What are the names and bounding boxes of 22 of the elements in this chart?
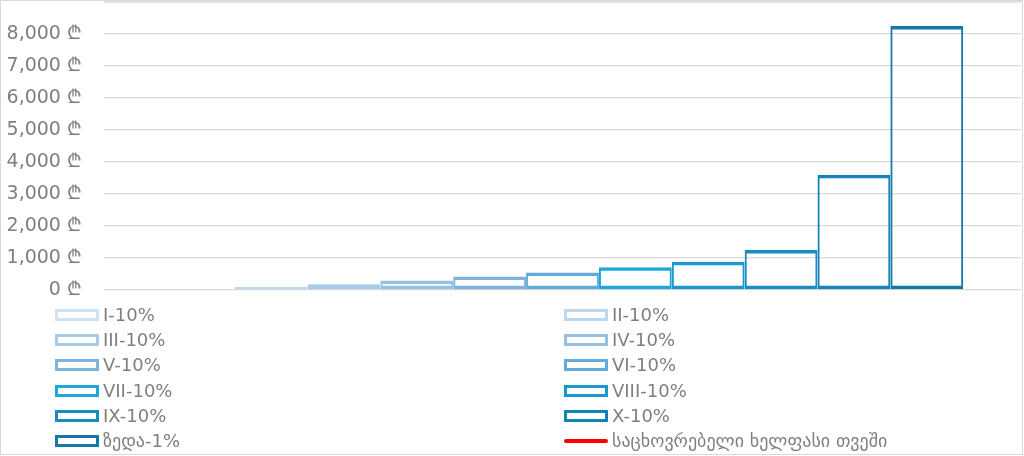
y-tick-label: 8,000 ₾ [6, 20, 82, 43]
legend-label: V-10% [103, 354, 161, 377]
y-tick-label: 5,000 ₾ [6, 116, 82, 139]
legend-label: IV-10% [612, 328, 676, 351]
legend-label: VIII-10% [612, 379, 687, 402]
legend-label: II-10% [612, 303, 670, 326]
y-tick-label: 0 ₾ [48, 276, 82, 299]
legend-label: III-10% [103, 328, 166, 351]
y-tick-label: 1,000 ₾ [6, 244, 82, 267]
y-tick-label: 3,000 ₾ [6, 180, 82, 203]
legend-label: VI-10% [612, 354, 677, 377]
legend-label: საცხოვრებელი ხელფასი თვეში [612, 430, 888, 453]
y-tick-label: 4,000 ₾ [6, 148, 82, 171]
y-tick-label: 6,000 ₾ [6, 84, 82, 107]
bar [526, 272, 599, 290]
legend-label: X-10% [612, 404, 670, 427]
legend-label: I-10% [103, 303, 155, 326]
legend-label: VII-10% [103, 379, 173, 402]
y-tick-label: 2,000 ₾ [6, 212, 82, 235]
legend-label: ზედა-1% [103, 430, 181, 453]
y-tick-label: 7,000 ₾ [6, 52, 82, 75]
legend-label: IX-10% [103, 404, 167, 427]
